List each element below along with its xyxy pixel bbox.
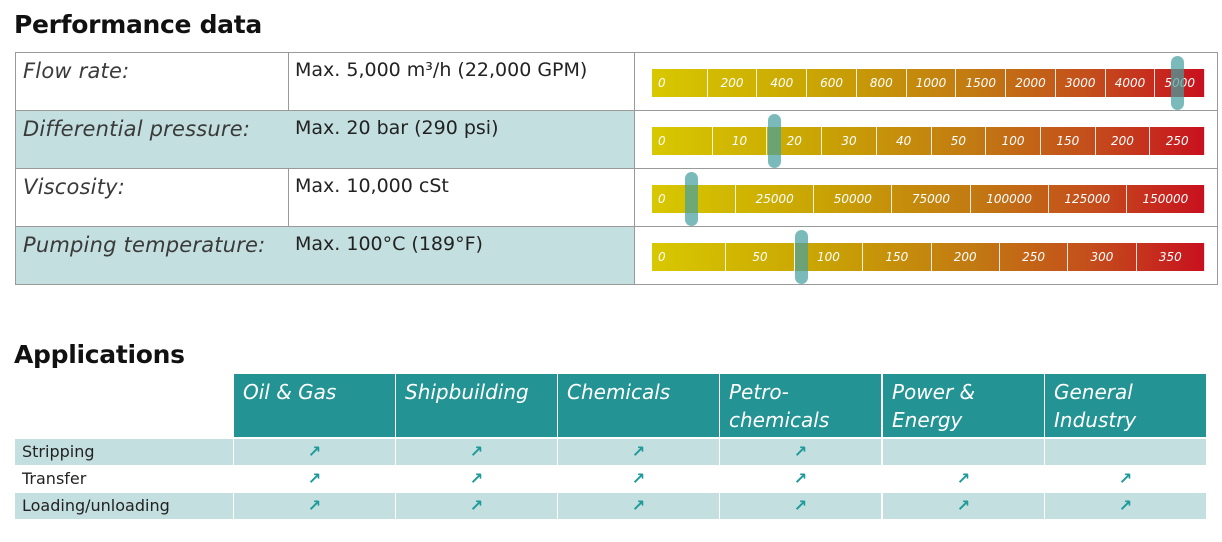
scale-tick-label: 50 xyxy=(932,127,987,155)
performance-row-pumping-temperature: Pumping temperature: Max. 100°C (189°F) … xyxy=(15,227,1218,285)
performance-row-differential-pressure: Differential pressure: Max. 20 bar (290 … xyxy=(15,111,1218,169)
scale-tick-label: 0 xyxy=(652,185,737,213)
max-value-marker xyxy=(684,172,698,226)
check-arrow-icon: ↗ xyxy=(1045,493,1206,519)
scale-tick-label: 100 xyxy=(795,243,864,271)
application-column-header: General Industry xyxy=(1045,374,1206,437)
range-scale: 0200400600800100015002000300040005000 xyxy=(652,56,1206,110)
application-row-label: Transfer xyxy=(22,469,87,488)
scale-tick-label: 200 xyxy=(1096,127,1151,155)
check-arrow-icon: ↗ xyxy=(396,439,557,465)
check-arrow-icon: ↗ xyxy=(307,469,322,488)
scale-tick-label: 0 xyxy=(652,69,708,97)
check-arrow-icon: ↗ xyxy=(234,439,395,465)
scale-tick-label: 800 xyxy=(857,69,907,97)
scale-tick-label: 125000 xyxy=(1049,185,1127,213)
empty-cell xyxy=(1045,439,1206,465)
range-scale: 0 50 100 150 200 250 300 350 xyxy=(652,230,1205,284)
check-arrow-icon: ↗ xyxy=(720,493,881,519)
scale-tick-label: 0 xyxy=(652,243,727,271)
application-row: Stripping ↗ ↗ ↗ ↗ xyxy=(15,439,1208,465)
scale-tick-label: 250 xyxy=(1150,127,1206,155)
scale-tick-label: 400 xyxy=(757,69,808,97)
scale-tick-label: 50000 xyxy=(814,185,893,213)
applications-heading: Applications xyxy=(14,340,185,369)
scale-tick-label: 3000 xyxy=(1056,69,1106,97)
scale-tick-label: 150000 xyxy=(1127,185,1205,213)
check-arrow-icon: ↗ xyxy=(469,469,484,488)
scale-tick-label: 30 xyxy=(822,127,877,155)
scale-tick-label: 100 xyxy=(986,127,1041,155)
scale-tick-label: 4000 xyxy=(1106,69,1156,97)
application-column-header: Petro-chemicals xyxy=(720,374,881,437)
scale-tick-label: 150 xyxy=(863,243,932,271)
performance-table: Flow rate: Max. 5,000 m³/h (22,000 GPM) … xyxy=(15,52,1218,285)
row-label: Viscosity: xyxy=(23,175,126,199)
scale-tick-label: 20 xyxy=(767,127,823,155)
performance-heading: Performance data xyxy=(14,10,262,39)
row-label: Differential pressure: xyxy=(23,117,251,141)
scale-tick-label: 50 xyxy=(726,243,795,271)
row-label: Pumping temperature: xyxy=(23,233,266,257)
application-column-header: Power & Energy xyxy=(883,374,1044,437)
applications-header-row: Oil & Gas Shipbuilding Chemicals Petro-chem… xyxy=(15,374,1208,438)
check-arrow-icon: ↗ xyxy=(558,493,719,519)
scale-tick-label: 75000 xyxy=(892,185,971,213)
scale-tick-label: 1000 xyxy=(907,69,957,97)
check-arrow-icon: ↗ xyxy=(883,493,1044,519)
check-arrow-icon: ↗ xyxy=(1118,469,1133,488)
row-label: Flow rate: xyxy=(23,59,130,83)
empty-cell xyxy=(883,439,1044,465)
scale-tick-label: 40 xyxy=(877,127,932,155)
max-value-marker xyxy=(795,230,809,284)
scale-tick-label: 200 xyxy=(932,243,1000,271)
max-value-marker xyxy=(767,114,781,168)
scale-tick-label: 300 xyxy=(1068,243,1137,271)
application-row-label: Stripping xyxy=(15,439,233,465)
scale-tick-label: 0 xyxy=(652,127,713,155)
check-arrow-icon: ↗ xyxy=(396,493,557,519)
max-value-marker xyxy=(1171,56,1185,110)
check-arrow-icon: ↗ xyxy=(558,439,719,465)
check-arrow-icon: ↗ xyxy=(234,493,395,519)
application-row: Loading/unloading ↗ ↗ ↗ ↗ ↗ ↗ xyxy=(15,493,1208,519)
application-column-header: Chemicals xyxy=(558,374,719,437)
row-value: Max. 10,000 cSt xyxy=(295,175,449,197)
row-value: Max. 20 bar (290 psi) xyxy=(295,117,499,139)
application-column-header: Shipbuilding xyxy=(396,374,557,437)
scale-tick-label: 600 xyxy=(807,69,857,97)
scale-tick-label: 150 xyxy=(1041,127,1096,155)
scale-tick-label: 25000 xyxy=(736,185,815,213)
check-arrow-icon: ↗ xyxy=(793,469,808,488)
scale-tick-label: 2000 xyxy=(1006,69,1056,97)
performance-row-flow-rate: Flow rate: Max. 5,000 m³/h (22,000 GPM) … xyxy=(15,53,1218,111)
row-value: Max. 5,000 m³/h (22,000 GPM) xyxy=(295,59,588,81)
performance-row-viscosity: Viscosity: Max. 10,000 cSt 0 25000 50000 75… xyxy=(15,169,1218,227)
check-arrow-icon: ↗ xyxy=(720,439,881,465)
row-value: Max. 100°C (189°F) xyxy=(295,233,483,255)
range-scale: 0 25000 50000 75000 100000 125000 150000 xyxy=(652,172,1205,226)
applications-table: Oil & Gas Shipbuilding Chemicals Petro-chem… xyxy=(15,374,1208,519)
scale-tick-label: 250 xyxy=(1000,243,1069,271)
check-arrow-icon: ↗ xyxy=(631,469,646,488)
application-column-header: Oil & Gas xyxy=(234,374,395,437)
check-arrow-icon: ↗ xyxy=(956,469,971,488)
range-scale: 0 10 20 30 40 50 100 150 200 250 xyxy=(652,114,1206,168)
scale-tick-label: 100000 xyxy=(971,185,1049,213)
application-row-label: Loading/unloading xyxy=(15,493,233,519)
scale-tick-label: 350 xyxy=(1137,243,1205,271)
scale-tick-label: 10 xyxy=(713,127,768,155)
scale-tick-label: 200 xyxy=(708,69,758,97)
application-row: Transfer ↗ ↗ ↗ ↗ ↗ ↗ xyxy=(15,466,1208,492)
scale-tick-label: 1500 xyxy=(956,69,1007,97)
